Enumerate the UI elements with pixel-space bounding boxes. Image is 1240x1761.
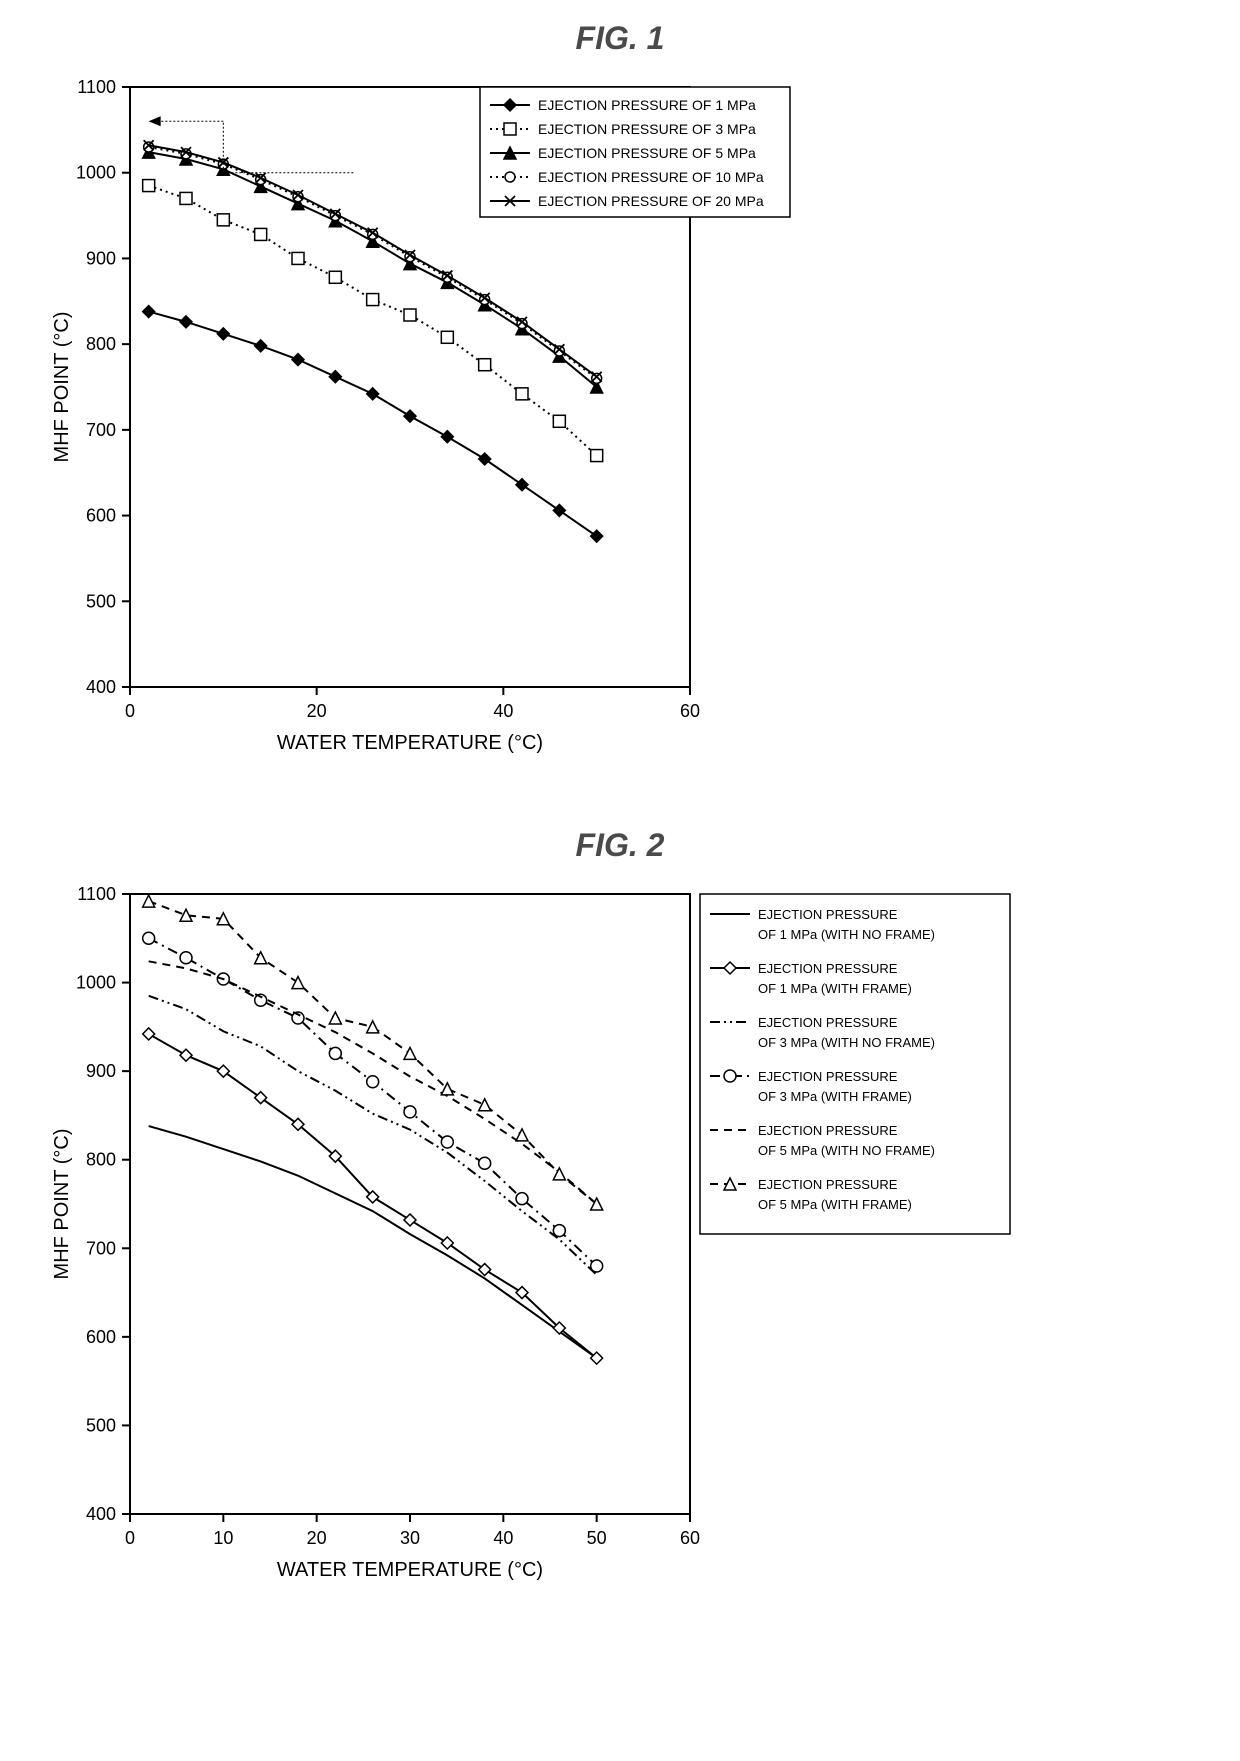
svg-text:EJECTION PRESSURE: EJECTION PRESSURE — [758, 1123, 898, 1138]
svg-text:60: 60 — [680, 701, 700, 721]
svg-text:OF 5 MPa (WITH FRAME): OF 5 MPa (WITH FRAME) — [758, 1197, 912, 1212]
svg-text:600: 600 — [86, 1327, 116, 1347]
svg-text:EJECTION PRESSURE OF 1 MPa: EJECTION PRESSURE OF 1 MPa — [538, 97, 756, 113]
fig1-title: FIG. 1 — [20, 20, 1220, 57]
svg-text:900: 900 — [86, 1061, 116, 1081]
svg-text:MHF POINT (°C): MHF POINT (°C) — [51, 312, 73, 463]
svg-text:50: 50 — [587, 1528, 607, 1548]
svg-text:20: 20 — [307, 1528, 327, 1548]
svg-text:900: 900 — [86, 248, 116, 268]
svg-text:500: 500 — [86, 1415, 116, 1435]
svg-text:OF 1 MPa (WITH NO FRAME): OF 1 MPa (WITH NO FRAME) — [758, 927, 935, 942]
svg-text:700: 700 — [86, 1238, 116, 1258]
svg-text:800: 800 — [86, 334, 116, 354]
svg-text:EJECTION PRESSURE OF 20 MPa: EJECTION PRESSURE OF 20 MPa — [538, 193, 764, 209]
svg-text:10: 10 — [213, 1528, 233, 1548]
svg-text:40: 40 — [493, 701, 513, 721]
svg-text:1000: 1000 — [76, 973, 116, 993]
svg-text:EJECTION PRESSURE OF 10 MPa: EJECTION PRESSURE OF 10 MPa — [538, 169, 764, 185]
svg-text:EJECTION PRESSURE: EJECTION PRESSURE — [758, 961, 898, 976]
svg-text:60: 60 — [680, 1528, 700, 1548]
fig1-chart: 0 20 40 60 400 500 600 700 800 900 1000 1100 WATER T… — [20, 67, 1220, 787]
svg-text:800: 800 — [86, 1150, 116, 1170]
svg-text:0: 0 — [125, 701, 135, 721]
svg-text:1100: 1100 — [77, 77, 116, 97]
svg-text:700: 700 — [86, 420, 116, 440]
svg-text:600: 600 — [86, 506, 116, 526]
svg-text:MHF POINT (°C): MHF POINT (°C) — [51, 1129, 73, 1280]
svg-text:OF 3 MPa (WITH NO FRAME): OF 3 MPa (WITH NO FRAME) — [758, 1035, 935, 1050]
svg-text:1100: 1100 — [77, 884, 116, 904]
svg-text:30: 30 — [400, 1528, 420, 1548]
fig2-title: FIG. 2 — [20, 827, 1220, 864]
svg-text:EJECTION PRESSURE: EJECTION PRESSURE — [758, 907, 898, 922]
svg-text:WATER TEMPERATURE (°C): WATER TEMPERATURE (°C) — [277, 732, 543, 754]
svg-text:EJECTION PRESSURE: EJECTION PRESSURE — [758, 1015, 898, 1030]
svg-text:EJECTION PRESSURE OF 3 MPa: EJECTION PRESSURE OF 3 MPa — [538, 121, 756, 137]
svg-text:EJECTION PRESSURE OF 5 MPa: EJECTION PRESSURE OF 5 MPa — [538, 145, 756, 161]
svg-text:WATER TEMPERATURE (°C): WATER TEMPERATURE (°C) — [277, 1559, 543, 1581]
svg-text:400: 400 — [86, 1504, 116, 1524]
svg-text:1000: 1000 — [76, 163, 116, 183]
svg-text:40: 40 — [493, 1528, 513, 1548]
svg-text:EJECTION PRESSURE: EJECTION PRESSURE — [758, 1069, 898, 1084]
fig2-chart: 0 10 20 30 40 50 60 400 500 600 700 800 900 1000 1100 W… — [20, 874, 1220, 1614]
svg-text:EJECTION PRESSURE: EJECTION PRESSURE — [758, 1177, 898, 1192]
svg-text:OF 5 MPa (WITH NO FRAME): OF 5 MPa (WITH NO FRAME) — [758, 1143, 935, 1158]
svg-text:400: 400 — [86, 677, 116, 697]
svg-text:OF 1 MPa (WITH FRAME): OF 1 MPa (WITH FRAME) — [758, 981, 912, 996]
svg-text:0: 0 — [125, 1528, 135, 1548]
svg-text:OF 3 MPa (WITH FRAME): OF 3 MPa (WITH FRAME) — [758, 1089, 912, 1104]
svg-text:20: 20 — [307, 701, 327, 721]
svg-text:500: 500 — [86, 591, 116, 611]
